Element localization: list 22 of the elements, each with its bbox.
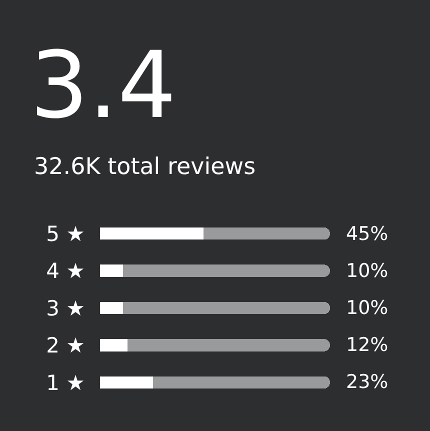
data-label: 10%	[346, 297, 388, 319]
bar	[152, 376, 330, 389]
bar	[123, 302, 330, 314]
chart-title: 3.4	[30, 32, 176, 140]
y-tick-label: 2 ★	[46, 334, 85, 358]
data-label: 23%	[346, 371, 388, 393]
bar	[204, 227, 330, 240]
bar	[123, 264, 330, 277]
chart-subtitle: 32.6K total reviews	[34, 154, 256, 180]
y-tick-label: 3 ★	[46, 296, 85, 320]
bar	[128, 339, 330, 352]
bar	[100, 264, 123, 277]
bar	[100, 227, 204, 240]
data-label: 10%	[346, 260, 388, 282]
bar	[100, 376, 153, 389]
data-label: 12%	[346, 334, 388, 356]
y-tick-label: 4 ★	[46, 259, 85, 284]
data-label: 45%	[346, 223, 388, 245]
bar	[100, 302, 123, 314]
y-tick-label: 1 ★	[46, 370, 85, 395]
bar	[100, 339, 128, 352]
y-tick-label: 5 ★	[46, 222, 85, 246]
